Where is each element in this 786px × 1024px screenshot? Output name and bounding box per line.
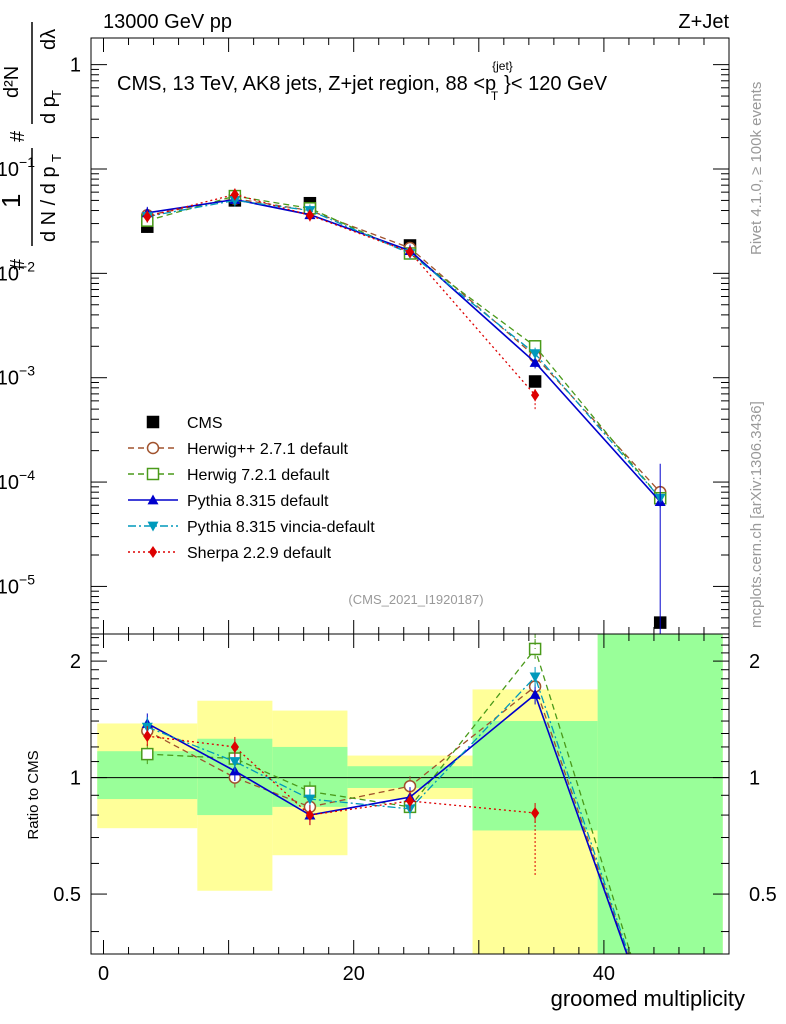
main-ytick-label-5: 10−5 <box>0 571 35 598</box>
main-point <box>529 349 541 360</box>
svg-text:d p: d p <box>38 96 60 124</box>
ratio-series-4 <box>143 726 540 826</box>
legend-entry-3: Pythia 8.315 default <box>128 493 329 510</box>
legend-marker <box>147 521 159 532</box>
legend-label: Herwig++ 2.7.1 default <box>187 441 349 458</box>
ratio-point <box>304 794 316 805</box>
legend-entry-2: Herwig 7.2.1 default <box>128 467 330 484</box>
ratio-ytick-label-1: 1 <box>70 768 81 790</box>
main-ytick-label-3: 10−3 <box>0 363 35 390</box>
svg-text:#: # <box>7 130 29 142</box>
ratio-axes: 0.5 0.51 12 20 20 40 <box>53 634 777 985</box>
ratio-point <box>229 757 241 768</box>
main-series-3 <box>141 193 666 508</box>
mcplots-note: mcplots.cern.ch [arXiv:1306.3436] <box>748 401 765 628</box>
legend-marker <box>148 545 158 559</box>
ratio-series-line-2 <box>146 693 628 954</box>
legend-label: Pythia 8.315 default <box>187 493 329 510</box>
ratio-ytick-label-right-0: 0.5 <box>749 884 777 906</box>
legend-marker <box>146 415 160 429</box>
legend-label: Pythia 8.315 vincia-default <box>187 519 375 536</box>
main-point <box>530 389 540 402</box>
svg-text:1: 1 <box>0 194 26 208</box>
legend: CMS Herwig++ 2.7.1 default Herwig 7.2.1 de… <box>128 415 375 562</box>
legend-marker <box>146 441 160 455</box>
ratio-point <box>230 740 239 753</box>
main-ytick-label-1: 10−1 <box>0 154 35 181</box>
legend-label: CMS <box>187 415 223 432</box>
main-marks <box>141 188 667 634</box>
x-tick-label-0: 0 <box>98 963 109 985</box>
legend-label: Sherpa 2.2.9 default <box>187 545 332 562</box>
rivet-note: Rivet 4.1.0, ≥ 100k events <box>748 82 765 255</box>
legend-marker <box>147 494 159 505</box>
analysis-id: (CMS_2021_I1920187) <box>348 592 483 607</box>
ratio-point <box>141 747 154 761</box>
ratio-frame <box>90 633 730 955</box>
ratio-point <box>405 794 415 808</box>
ratio-point <box>529 688 541 699</box>
svg-text:#: # <box>7 258 29 270</box>
ratio-ylabel: Ratio to CMS <box>25 750 42 839</box>
svg-text:dλ: dλ <box>38 29 60 50</box>
main-point <box>305 209 315 222</box>
x-axis-label: groomed multiplicity <box>551 986 745 1011</box>
main-axes: 1 10−1 10−2 10−3 10−4 10−5 <box>0 38 730 634</box>
ratio-marks <box>141 634 632 954</box>
main-point <box>229 196 241 206</box>
main-point <box>230 188 239 201</box>
main-ylabel: # 1 d N / d p T # d²N d p T dλ <box>0 22 64 270</box>
legend-entry-5: Sherpa 2.2.9 default <box>128 545 332 562</box>
ratio-panel: 0.5 0.51 12 20 20 40 Ratio to CMS groomed mul… <box>25 633 777 1011</box>
ratio-series-line-3 <box>147 675 630 954</box>
main-series-line-5 <box>147 193 536 396</box>
legend-entry-1: Herwig++ 2.7.1 default <box>128 441 349 458</box>
main-series-5 <box>143 188 540 402</box>
main-ytick-label-2: 10−2 <box>0 258 35 285</box>
main-point <box>143 210 152 223</box>
main-series-line-4 <box>147 199 661 499</box>
ratio-series-line-0 <box>146 685 629 954</box>
ratio-point <box>305 809 315 822</box>
x-tick-label-2: 40 <box>593 963 615 985</box>
ratio-point <box>529 672 541 683</box>
svg-text:T: T <box>49 154 64 162</box>
ratio-ytick-label-right-2: 2 <box>749 651 760 673</box>
legend-marker <box>146 467 160 481</box>
main-panel: 1 10−1 10−2 10−3 10−4 10−5 CMS, 13 TeV, AK8 j… <box>0 22 730 635</box>
legend-label: Herwig 7.2.1 default <box>187 467 330 484</box>
ratio-ytick-label-2: 2 <box>70 651 81 673</box>
plot-title: CMS, 13 TeV, AK8 jets, Z+jet region, 88 … <box>117 59 608 103</box>
x-tick-label-1: 20 <box>343 963 365 985</box>
main-ytick-label-0: 1 <box>70 55 81 77</box>
ratio-ytick-label-0: 0.5 <box>53 884 81 906</box>
svg-text:d²N: d²N <box>1 66 23 98</box>
ratio-series-line-1 <box>147 647 632 954</box>
main-point <box>405 246 415 259</box>
main-series-0 <box>141 194 667 629</box>
ratio-ytick-label-right-1: 1 <box>749 768 760 790</box>
svg-text:T: T <box>49 90 64 98</box>
ratio-band-inner <box>597 634 723 954</box>
main-point <box>529 356 541 367</box>
main-point <box>528 375 542 388</box>
process-label: Z+Jet <box>678 11 729 33</box>
main-ytick-label-4: 10−4 <box>0 467 35 494</box>
legend-entry-0: CMS <box>146 415 223 432</box>
beam-label: 13000 GeV pp <box>103 11 232 33</box>
main-series-line-2 <box>147 195 661 499</box>
legend-entry-4: Pythia 8.315 vincia-default <box>128 519 375 536</box>
ratio-point <box>143 730 152 743</box>
svg-text:d N / d p: d N / d p <box>38 166 60 242</box>
